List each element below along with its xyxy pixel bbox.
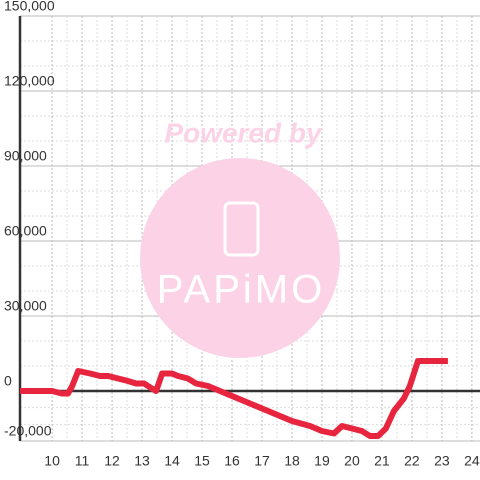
x-tick-label: 19 xyxy=(314,453,330,469)
x-tick-label: 12 xyxy=(104,453,120,469)
x-tick-label: 14 xyxy=(164,453,180,469)
y-tick-label: 60,000 xyxy=(4,223,47,239)
y-tick-label: 120,000 xyxy=(4,73,55,89)
x-tick-label: 15 xyxy=(194,453,210,469)
x-tick-label: 23 xyxy=(434,453,450,469)
y-tick-label: 150,000 xyxy=(4,0,55,14)
x-tick-label: 17 xyxy=(254,453,270,469)
x-tick-label: 22 xyxy=(404,453,420,469)
x-tick-label: 11 xyxy=(75,453,90,469)
y-tick-label: 30,000 xyxy=(4,298,47,314)
watermark-logo: PAPiMO xyxy=(157,268,325,312)
y-tick-label: 90,000 xyxy=(4,148,47,164)
watermark-phone xyxy=(223,201,260,257)
x-tick-label: 24 xyxy=(464,453,480,469)
y-tick-label: 0 xyxy=(4,373,12,389)
series-line xyxy=(20,358,448,439)
y-tick-label: -20,000 xyxy=(4,423,52,439)
x-tick-label: 21 xyxy=(374,453,390,469)
x-tick-label: 18 xyxy=(284,453,300,469)
watermark-title: Powered by xyxy=(164,117,323,148)
x-tick-label: 20 xyxy=(344,453,360,469)
watermark: Powered by PAPiMO xyxy=(140,117,340,358)
x-tick-label: 10 xyxy=(44,453,60,469)
x-tick-label: 16 xyxy=(224,453,240,469)
plot: -20,000 0 30,000 60,000 90,000 120,000 150,000… xyxy=(4,0,480,469)
x-tick-label: 13 xyxy=(134,453,150,469)
watermark-circle xyxy=(140,158,340,358)
